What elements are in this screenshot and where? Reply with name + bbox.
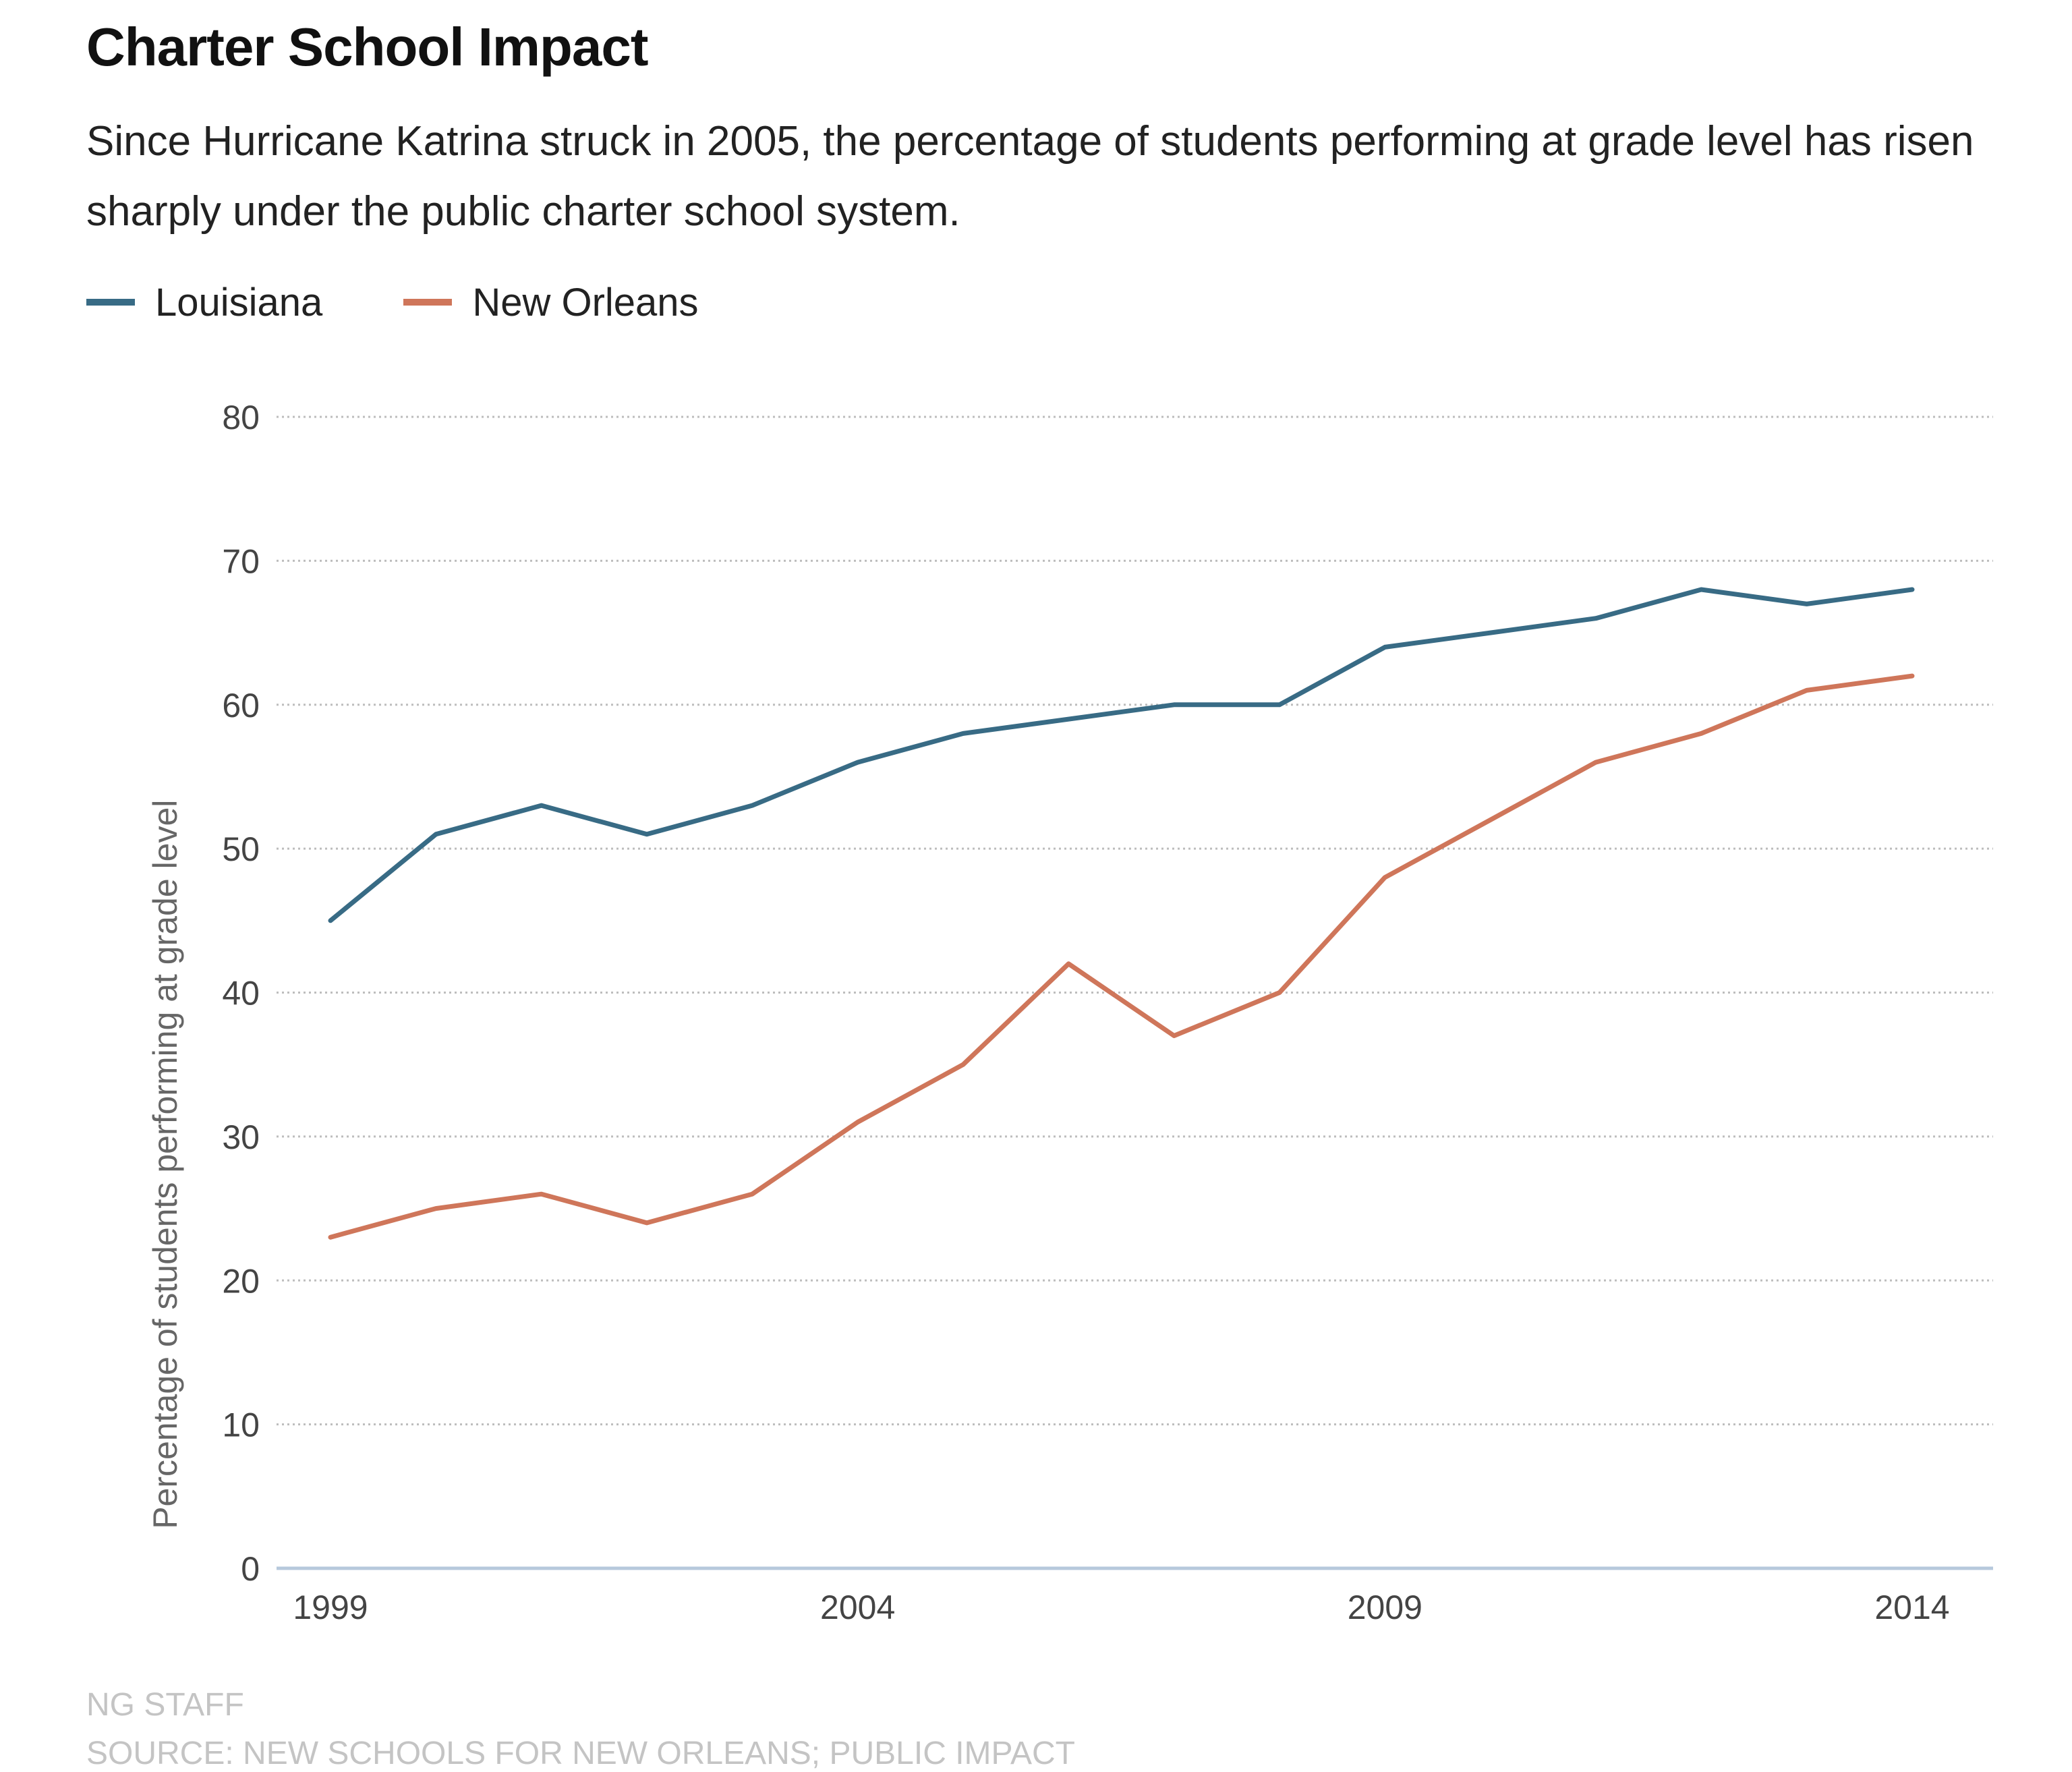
data-point-louisiana-2013	[1804, 602, 1809, 606]
data-point-louisiana-2003	[750, 803, 755, 808]
legend-item-new-orleans: New Orleans	[403, 280, 699, 325]
y-axis-label: Percentage of students performing at gra…	[146, 800, 184, 1529]
data-point-new-orleans-2014	[1910, 674, 1914, 679]
y-tick-label-10: 10	[222, 1406, 260, 1444]
data-point-louisiana-2002	[645, 832, 649, 836]
series-line-new-orleans	[328, 673, 1915, 1240]
data-point-louisiana-2014	[1910, 588, 1914, 592]
gridlines	[277, 416, 1993, 1570]
legend-label-louisiana: Louisiana	[155, 280, 323, 324]
data-point-new-orleans-2009	[1383, 875, 1387, 880]
x-tick-labels: 1999 2004 2009 2014	[293, 1589, 1949, 1626]
data-point-louisiana-2011	[1594, 616, 1598, 621]
data-point-new-orleans-2006	[1066, 961, 1071, 966]
legend-item-louisiana: Louisiana	[86, 280, 322, 325]
legend-swatch-louisiana	[86, 299, 135, 306]
legend-label-new-orleans: New Orleans	[472, 280, 699, 324]
y-tick-label-0: 0	[241, 1550, 260, 1588]
data-point-louisiana-2010	[1488, 631, 1493, 635]
y-tick-label-60: 60	[222, 687, 260, 724]
y-tick-label-20: 20	[222, 1262, 260, 1300]
data-point-louisiana-2008	[1277, 702, 1282, 707]
x-tick-label-2009: 2009	[1348, 1589, 1422, 1626]
credit-text: NG STAFF	[86, 1687, 244, 1723]
source-text: SOURCE: NEW SCHOOLS FOR NEW ORLEANS; PUB…	[86, 1736, 1075, 1771]
data-point-new-orleans-2004	[855, 1120, 860, 1124]
series-line-louisiana	[328, 587, 1915, 923]
data-point-louisiana-2009	[1383, 645, 1387, 650]
data-point-new-orleans-2013	[1804, 688, 1809, 693]
data-point-new-orleans-2008	[1277, 990, 1282, 995]
data-point-louisiana-2012	[1699, 588, 1704, 592]
x-tick-label-2014: 2014	[1874, 1589, 1949, 1626]
data-point-new-orleans-2007	[1172, 1033, 1176, 1038]
data-point-new-orleans-2010	[1488, 818, 1493, 822]
x-tick-label-1999: 1999	[293, 1589, 368, 1626]
data-point-new-orleans-2005	[961, 1062, 965, 1067]
series-lines	[328, 587, 1915, 1240]
y-tick-labels: 0 10 20 30 40 50 60 70 80	[222, 399, 260, 1588]
y-tick-label-30: 30	[222, 1118, 260, 1156]
data-point-new-orleans-1999	[328, 1235, 333, 1240]
data-point-louisiana-2001	[539, 803, 544, 808]
data-point-louisiana-1999	[328, 918, 333, 923]
y-tick-label-50: 50	[222, 830, 260, 868]
data-point-new-orleans-2000	[434, 1206, 438, 1211]
data-point-new-orleans-2001	[539, 1192, 544, 1197]
chart-title: Charter School Impact	[86, 17, 649, 77]
data-point-new-orleans-2011	[1594, 760, 1598, 765]
data-point-louisiana-2007	[1172, 702, 1176, 707]
data-point-new-orleans-2003	[750, 1192, 755, 1197]
data-point-louisiana-2005	[961, 731, 965, 736]
data-point-new-orleans-2012	[1699, 731, 1704, 736]
legend: Louisiana New Orleans	[86, 275, 780, 329]
y-tick-label-80: 80	[222, 399, 260, 436]
y-tick-label-70: 70	[222, 542, 260, 580]
data-point-louisiana-2006	[1066, 717, 1071, 722]
y-tick-label-40: 40	[222, 975, 260, 1012]
data-point-new-orleans-2002	[645, 1220, 649, 1225]
data-point-louisiana-2004	[855, 760, 860, 765]
legend-swatch-new-orleans	[403, 299, 453, 306]
x-tick-label-2004: 2004	[820, 1589, 895, 1626]
chart-subtitle: Since Hurricane Katrina struck in 2005, …	[86, 118, 1974, 235]
data-point-louisiana-2000	[434, 832, 438, 836]
